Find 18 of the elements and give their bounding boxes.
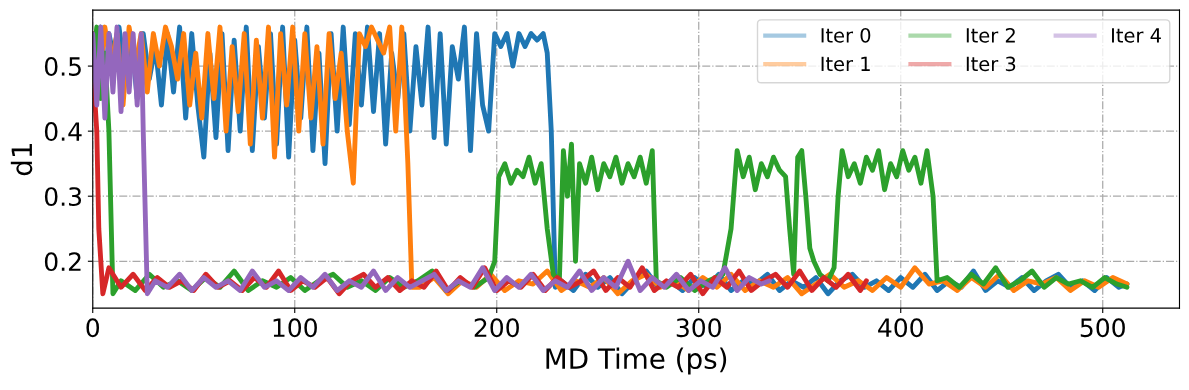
y-tick-label: 0.2 (44, 252, 81, 272)
legend-label: Iter 0 (821, 27, 871, 43)
x-tick-label: 100 (273, 318, 317, 338)
x-tick-label: 200 (474, 318, 519, 338)
x-tick-label: 400 (878, 318, 923, 338)
x-tick-label: 0 (86, 318, 100, 338)
y-tick-label: 0.3 (44, 187, 82, 207)
legend-label: Iter 3 (966, 56, 1016, 72)
y-tick-label: 0.4 (44, 122, 82, 141)
y-axis-title: d1 (10, 144, 33, 176)
y-tick-label: 0.5 (44, 57, 81, 76)
legend-label: Iter 4 (1112, 28, 1161, 43)
x-tick-label: 300 (676, 318, 721, 338)
x-tick-label: 500 (1080, 318, 1125, 338)
line-series (92, 24, 772, 297)
legend-label: Iter 2 (966, 27, 1015, 43)
legend-label: Iter 1 (821, 56, 870, 72)
x-axis-title: MD Time (ps) (546, 347, 727, 375)
